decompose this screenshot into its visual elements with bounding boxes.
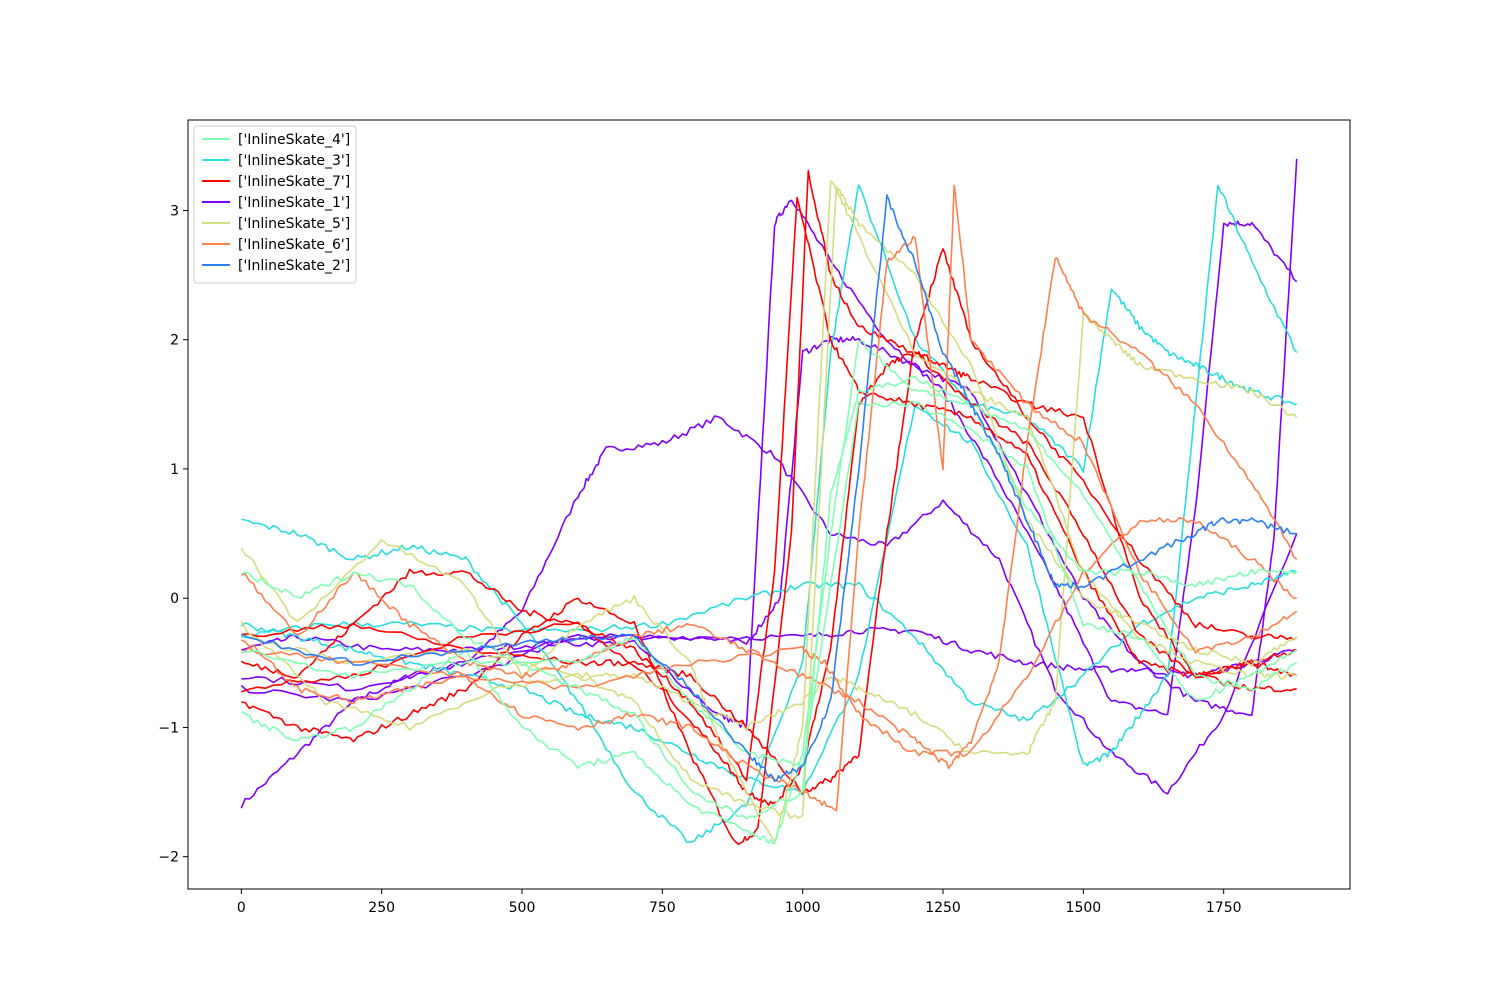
series-line-7 (241, 169, 1298, 846)
x-tick-label: 500 (509, 900, 536, 916)
legend-label: ['InlineSkate_3'] (238, 153, 350, 169)
series-line-20 (240, 194, 1297, 782)
series-layer (240, 158, 1298, 846)
series-line-14 (241, 184, 1298, 812)
y-tick-label: −2 (158, 850, 179, 866)
series-line-0 (240, 415, 1298, 809)
series-line-16 (240, 516, 1297, 758)
y-tick-label: 3 (170, 203, 179, 219)
plot-frame (187, 119, 1351, 890)
series-line-19 (241, 400, 1298, 768)
y-tick-label: −1 (158, 720, 179, 736)
legend-label: ['InlineSkate_4'] (238, 132, 350, 148)
legend-label: ['InlineSkate_1'] (238, 195, 350, 211)
series-line-12 (240, 310, 1298, 756)
legend-label: ['InlineSkate_6'] (238, 237, 350, 253)
series-line-10 (241, 248, 1298, 795)
x-tick-label: 1250 (925, 900, 961, 916)
legend-box (193, 125, 357, 284)
x-tick-label: 750 (649, 900, 676, 916)
series-line-17 (240, 340, 1298, 845)
series-line-5 (240, 184, 1298, 796)
y-tick-label: 1 (170, 462, 179, 478)
series-line-4 (241, 184, 1297, 843)
y-tick-label: 0 (170, 591, 179, 607)
y-tick-label: 2 (170, 333, 179, 349)
x-tick-label: 0 (237, 900, 246, 916)
legend-label: ['InlineSkate_2'] (238, 258, 350, 274)
series-line-13 (241, 186, 1298, 819)
series-line-6 (241, 570, 1298, 722)
series-line-18 (241, 376, 1297, 820)
x-tick-label: 250 (368, 900, 395, 916)
legend-label: ['InlineSkate_7'] (238, 174, 350, 190)
series-line-15 (241, 257, 1298, 770)
legend-label: ['InlineSkate_5'] (238, 216, 350, 232)
x-tick-label: 1500 (1066, 900, 1102, 916)
x-axis: 0 250 500 750 1000 1250 1500 1750 (237, 889, 1242, 916)
series-line-8 (240, 196, 1297, 782)
x-tick-label: 1000 (785, 900, 821, 916)
series-line-11 (240, 180, 1297, 843)
legend: ['InlineSkate_4'] ['InlineSkate_3'] ['Inli… (193, 125, 357, 284)
y-axis: −2 −1 0 1 2 3 (158, 203, 188, 866)
x-tick-label: 1750 (1206, 900, 1242, 916)
